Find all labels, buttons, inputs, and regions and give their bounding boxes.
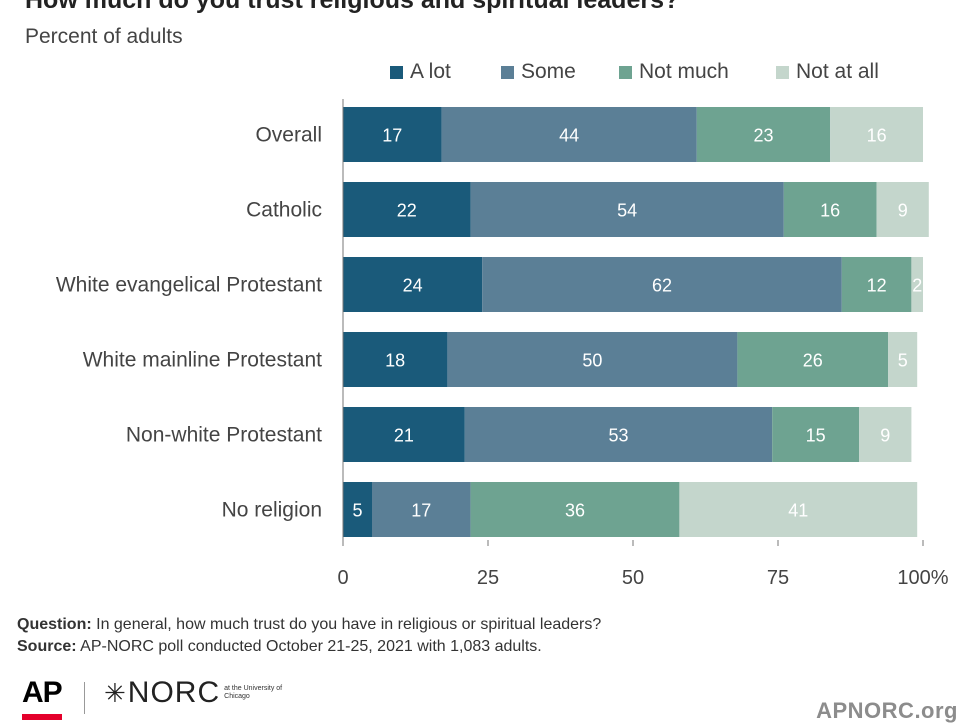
x-tick-label-50: 50 [622,567,644,589]
data-label-white-mainline-protestant-not-at-all: 5 [898,351,908,371]
bar-segment-white-mainline-protestant-not-much [737,332,889,387]
legend-swatch-not-much [619,65,632,79]
norc-logo: ✳ NORC at the University of Chicago [104,676,284,710]
bar-segment-catholic-not-at-all [876,182,929,237]
source-text: AP-NORC poll conducted October 21-25, 20… [76,638,542,655]
legend-label-some: Some [521,60,576,83]
x-tick-label-75: 75 [767,567,789,589]
chart-title: How much do you trust religious and spir… [25,0,680,14]
data-label-non-white-protestant-some: 53 [608,426,628,446]
bar-segment-white-evangelical-protestant-not-at-all [911,257,923,312]
data-label-no-religion-a-lot: 5 [352,501,362,521]
question-label: Question: [17,616,92,633]
bar-segment-white-mainline-protestant-a-lot [343,332,448,387]
category-label-no-religion: No religion [222,499,322,522]
legend-item-not-at-all: Not at all [776,60,879,84]
site-url: APNORC.org [816,698,958,723]
bar-segment-white-evangelical-protestant-a-lot [343,257,483,312]
legend-item-a-lot: A lot [390,60,451,84]
legend-item-not-much: Not much [619,60,729,84]
legend-item-some: Some [501,60,576,84]
norc-logo-text: NORC [127,676,221,709]
legend-swatch-a-lot [390,65,403,79]
x-tick-label-0: 0 [337,567,348,589]
bar-segment-overall-not-at-all [830,107,923,162]
data-label-catholic-not-at-all: 9 [898,201,908,221]
data-label-white-mainline-protestant-a-lot: 18 [385,351,405,371]
data-label-white-evangelical-protestant-a-lot: 24 [403,276,423,296]
bar-segment-non-white-protestant-not-at-all [859,407,912,462]
data-label-overall-not-at-all: 16 [867,126,887,146]
data-label-no-religion-not-at-all: 41 [788,501,808,521]
source-label: Source: [17,638,77,655]
bar-segment-overall-a-lot [343,107,442,162]
bar-segment-overall-some [441,107,697,162]
ap-logo: AP [22,676,63,720]
bar-segment-non-white-protestant-a-lot [343,407,465,462]
bar-segment-white-mainline-protestant-not-at-all [888,332,918,387]
legend-label-not-at-all: Not at all [796,60,879,83]
stacked-bar-chart: Overall 17 44 23 16 Catholic 22 54 16 9 White evan… [56,99,949,589]
data-label-non-white-protestant-a-lot: 21 [394,426,414,446]
data-label-white-evangelical-protestant-not-at-all: 2 [912,276,922,296]
data-label-overall-not-much: 23 [753,126,773,146]
bar-segment-no-religion-a-lot [343,482,372,537]
bar-segment-catholic-a-lot [343,182,471,237]
bar-segment-overall-not-much [696,107,831,162]
bar-segment-catholic-some [470,182,784,237]
bar-segment-white-evangelical-protestant-not-much [841,257,912,312]
bar-segment-non-white-protestant-not-much [772,407,860,462]
data-label-no-religion-some: 17 [411,501,431,521]
category-label-white-evangelical-protestant: White evangelical Protestant [56,274,322,297]
chart-subtitle: Percent of adults [25,25,183,48]
question-note: Question: In general, how much trust do … [17,616,601,634]
bar-segment-no-religion-some [372,482,471,537]
data-label-no-religion-not-much: 36 [565,501,585,521]
data-label-catholic-a-lot: 22 [397,201,417,221]
ap-logo-bar [22,714,62,720]
logo-divider [84,682,85,714]
bar-segment-white-mainline-protestant-some [447,332,738,387]
legend-swatch-some [501,65,514,79]
category-label-catholic: Catholic [246,199,322,222]
data-label-white-mainline-protestant-not-much: 26 [803,351,823,371]
data-label-catholic-not-much: 16 [820,201,840,221]
legend-label-not-much: Not much [639,60,729,83]
legend-swatch-not-at-all [776,65,789,79]
category-label-overall: Overall [255,124,322,147]
norc-star-icon: ✳ [104,678,126,708]
legend-label-a-lot: A lot [410,60,451,83]
bar-segment-white-evangelical-protestant-some [482,257,842,312]
category-label-non-white-protestant: Non-white Protestant [126,424,322,447]
data-label-overall-a-lot: 17 [382,126,402,146]
bar-segment-no-religion-not-much [470,482,680,537]
data-label-overall-some: 44 [559,126,579,146]
data-label-white-evangelical-protestant-not-much: 12 [867,276,887,296]
data-label-non-white-protestant-not-much: 15 [806,426,826,446]
bar-segment-no-religion-not-at-all [679,482,918,537]
category-label-white-mainline-protestant: White mainline Protestant [83,349,322,372]
norc-logo-subtext: at the University of Chicago [224,685,283,700]
data-label-catholic-some: 54 [617,201,637,221]
source-note: Source: AP-NORC poll conducted October 2… [17,638,542,656]
bar-segment-catholic-not-much [783,182,877,237]
x-tick-label-25: 25 [477,567,499,589]
x-tick-label-100: 100% [897,567,948,589]
data-label-white-evangelical-protestant-some: 62 [652,276,672,296]
bar-segment-non-white-protestant-some [464,407,773,462]
data-label-non-white-protestant-not-at-all: 9 [880,426,890,446]
ap-logo-text: AP [22,676,63,709]
question-text: In general, how much trust do you have i… [91,616,602,633]
data-label-white-mainline-protestant-some: 50 [582,351,602,371]
